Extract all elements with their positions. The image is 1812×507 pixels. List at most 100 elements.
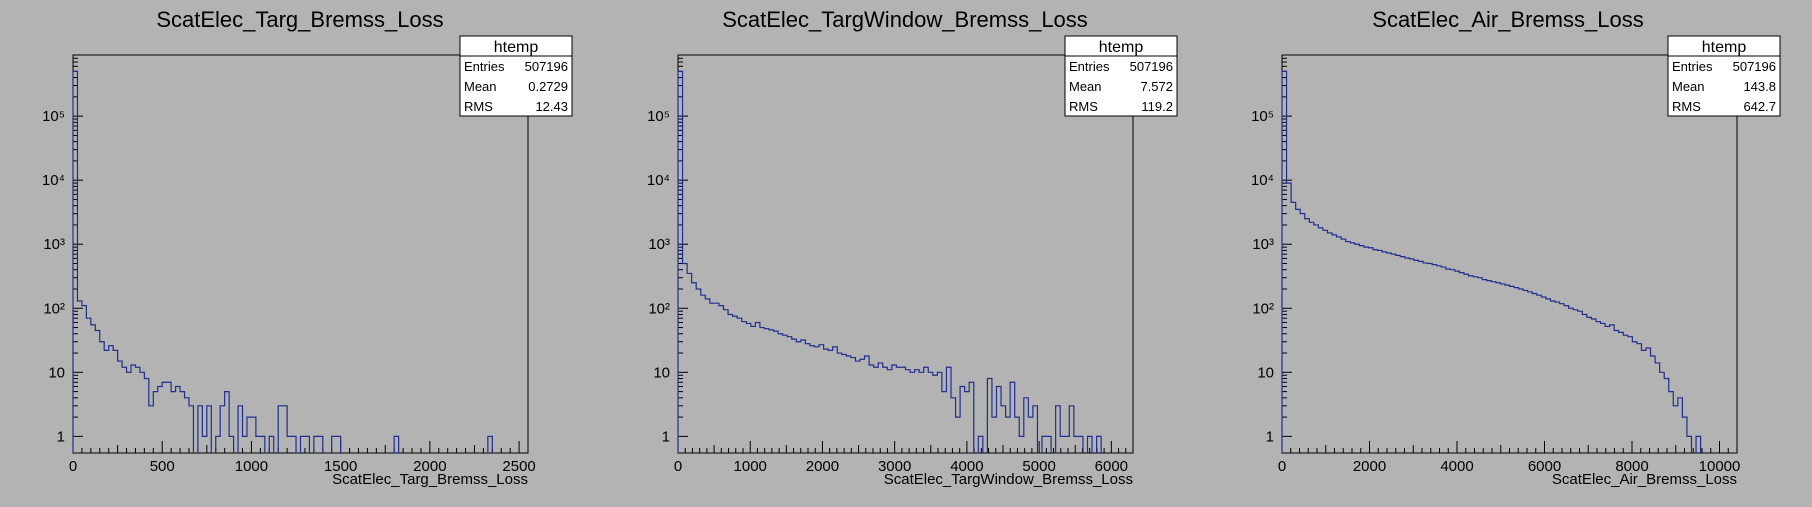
histogram-bin <box>1610 325 1615 453</box>
stats-mean-value: 143.8 <box>1743 79 1776 94</box>
histogram-bin <box>1296 209 1301 453</box>
histogram-bin <box>746 323 751 453</box>
histogram-bin <box>1560 304 1565 453</box>
x-axis: 0 500 1000 1500 2000 2500 <box>69 441 536 475</box>
histogram-bin <box>1441 267 1446 453</box>
histogram-bin <box>1569 308 1574 453</box>
histogram-bin <box>216 436 220 453</box>
x-tick-label: 2000 <box>1353 458 1386 475</box>
histogram-bin <box>1660 372 1665 453</box>
histogram-bin <box>336 436 340 453</box>
histogram-bin <box>1409 259 1414 453</box>
x-tick-label: 6000 <box>1528 458 1561 475</box>
histogram-bin <box>774 331 779 453</box>
histogram-bin <box>1396 255 1401 453</box>
histogram-bin <box>238 406 242 453</box>
histogram-bin <box>728 314 733 453</box>
y-tick-label: 1 <box>662 428 670 445</box>
stats-entries-value: 507196 <box>525 59 568 74</box>
histogram-bin <box>1619 332 1624 453</box>
histogram-bin <box>1555 302 1560 453</box>
stats-entries-value: 507196 <box>1733 59 1776 74</box>
histogram-bin <box>1591 319 1596 453</box>
stats-rms-label: RMS <box>464 99 493 114</box>
histogram-bin <box>1587 317 1592 453</box>
histogram-bin <box>256 436 260 453</box>
histogram-bin <box>332 436 336 453</box>
histogram-bin <box>892 365 897 453</box>
x-tick-label: 5000 <box>1022 458 1055 475</box>
histogram-bin <box>225 392 229 453</box>
histogram-bin <box>1605 326 1610 453</box>
histogram-bin <box>1341 239 1346 453</box>
histogram-bin <box>1682 417 1687 453</box>
histogram-bin <box>883 367 888 453</box>
histogram-bin <box>1305 219 1310 453</box>
x-tick-label: 10000 <box>1699 458 1741 475</box>
histogram-bin <box>851 358 856 453</box>
stats-rms-value: 642.7 <box>1743 99 1776 114</box>
histogram-bin <box>1641 350 1646 453</box>
stats-name: htemp <box>1099 39 1144 56</box>
histogram-bin <box>1332 235 1337 453</box>
histogram-bin <box>764 329 769 453</box>
y-tick-label: 10⁴ <box>647 172 670 189</box>
histogram-bin <box>887 370 892 453</box>
histogram-bin <box>956 417 961 453</box>
y-tick-label: 10⁵ <box>42 108 65 125</box>
histogram-bin <box>828 350 833 453</box>
histogram-bin <box>394 436 398 453</box>
x-tick-label: 3000 <box>878 458 911 475</box>
histogram-bin <box>287 436 291 453</box>
x-tick-label: 1500 <box>324 458 357 475</box>
histogram-bin <box>260 436 264 453</box>
histogram-bin <box>919 372 924 453</box>
stats-rms-value: 12.43 <box>535 99 568 114</box>
histogram-bin <box>1628 337 1633 453</box>
histogram-bin <box>73 71 77 453</box>
histogram-bin <box>678 71 683 453</box>
histogram-bin <box>951 398 956 453</box>
histogram-bins <box>73 71 492 453</box>
histogram-bin <box>82 306 86 453</box>
histogram-bin <box>1364 247 1369 453</box>
histogram-panel-air: ScatElec_Air_Bremss_Loss 1 10 10² 10³ 10⁴ 10⁵… <box>1251 7 1781 488</box>
histogram-bin <box>1601 323 1606 453</box>
histogram-bin <box>1387 253 1392 453</box>
histogram-bin <box>810 346 815 453</box>
y-tick-label: 10² <box>1252 300 1274 317</box>
histogram-bin <box>301 436 305 453</box>
histogram-bins <box>678 71 1101 453</box>
histogram-bins <box>1282 71 1701 453</box>
y-tick-label: 10⁴ <box>42 172 65 189</box>
histogram-bin <box>314 436 318 453</box>
histogram-bin <box>1378 250 1383 453</box>
histogram-bin <box>901 367 906 453</box>
histogram-bin <box>1309 222 1314 453</box>
histogram-bin <box>1464 274 1469 453</box>
histogram-bin <box>305 436 309 453</box>
y-tick-label: 1 <box>1266 428 1274 445</box>
histogram-bin <box>1019 436 1024 453</box>
histogram-bin <box>787 337 792 453</box>
histogram-bin <box>896 367 901 453</box>
histogram-bin <box>1582 314 1587 453</box>
histogram-bin <box>149 406 153 453</box>
y-tick-label: 10 <box>48 364 65 381</box>
y-tick-label: 10⁴ <box>1251 172 1274 189</box>
histogram-bin <box>1523 290 1528 453</box>
histogram-bin <box>220 406 224 453</box>
histogram-bin <box>1373 250 1378 453</box>
histogram-bin <box>1428 264 1433 453</box>
histogram-bin <box>104 350 108 453</box>
histogram-bin <box>91 325 95 453</box>
histogram-bin <box>992 417 997 453</box>
histogram-bin <box>1337 237 1342 453</box>
y-axis: 1 10 10² 10³ 10⁴ 10⁵ <box>647 54 688 445</box>
histogram-bin <box>171 392 175 453</box>
histogram-bin <box>318 436 322 453</box>
x-tick-label: 2000 <box>806 458 839 475</box>
histogram-bin <box>1478 278 1483 453</box>
histogram-bin <box>198 406 202 453</box>
histogram-bin <box>140 372 144 453</box>
